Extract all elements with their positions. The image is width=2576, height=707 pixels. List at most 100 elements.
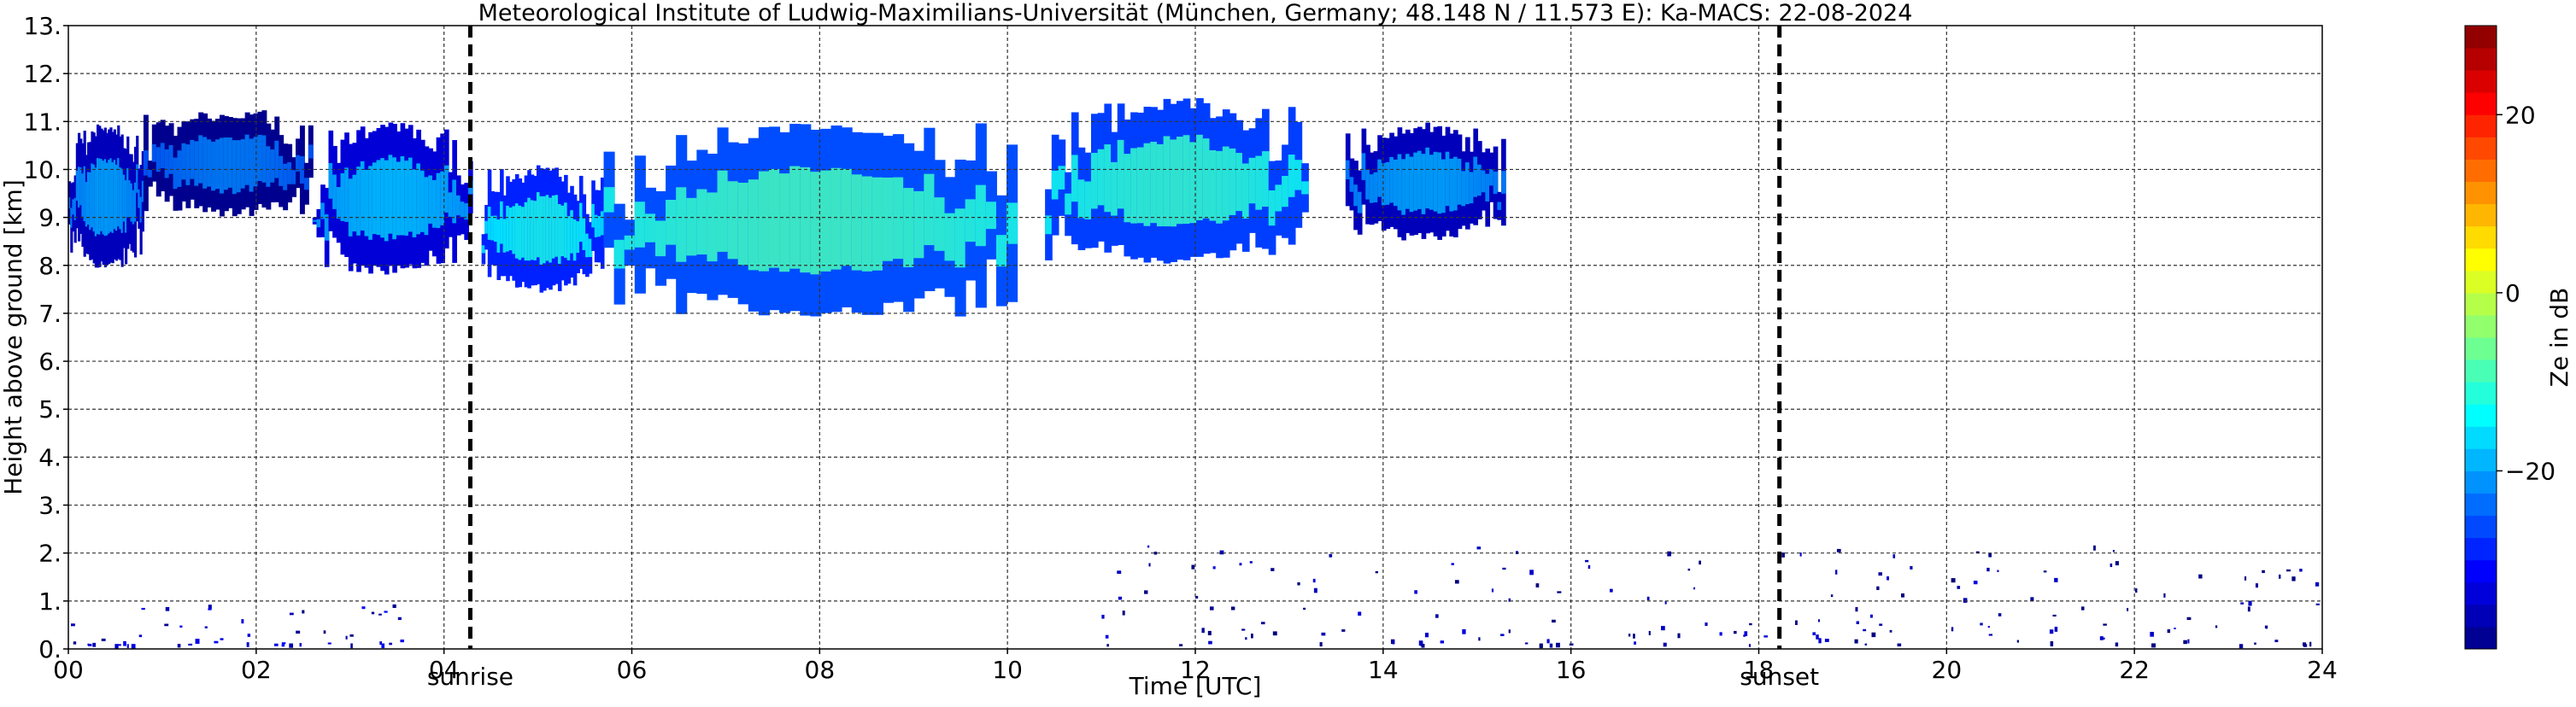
echo-core bbox=[1130, 148, 1138, 224]
echo-core bbox=[913, 190, 925, 259]
echo-speck bbox=[101, 638, 106, 641]
echo-speck bbox=[1628, 634, 1631, 637]
echo-speck bbox=[2127, 608, 2129, 611]
echo-core bbox=[1275, 184, 1283, 212]
echo-speck bbox=[1693, 587, 1696, 590]
echo-speck bbox=[1667, 551, 1672, 557]
echo-core bbox=[117, 158, 120, 227]
echo-core bbox=[138, 189, 141, 208]
echo-speck bbox=[2198, 574, 2203, 579]
echo-speck bbox=[1887, 576, 1889, 581]
echo-speck bbox=[299, 642, 302, 647]
echo-core bbox=[588, 238, 593, 258]
echo-speck bbox=[1749, 622, 1752, 626]
echo-core bbox=[190, 139, 196, 179]
echo-speck bbox=[1249, 561, 1253, 564]
echo-core bbox=[737, 182, 749, 266]
echo-speck bbox=[1230, 606, 1235, 611]
echo-core bbox=[727, 181, 739, 260]
echo-core bbox=[493, 215, 498, 242]
echo-speck bbox=[1375, 570, 1379, 574]
echo-core bbox=[164, 149, 170, 178]
echo-core bbox=[81, 173, 85, 217]
echo-speck bbox=[1341, 629, 1346, 632]
echo-speck bbox=[378, 613, 382, 616]
echo-core bbox=[779, 173, 791, 272]
echo-speck bbox=[1648, 630, 1651, 635]
echo-speck bbox=[1539, 643, 1543, 649]
y-tick-label: 11. bbox=[23, 108, 62, 136]
colorbar-band bbox=[2465, 559, 2497, 583]
echo-speck bbox=[131, 644, 136, 649]
echo-core bbox=[1369, 174, 1375, 203]
echo-core bbox=[173, 157, 179, 190]
echo-core bbox=[133, 182, 138, 222]
chart-title: Meteorological Institute of Ludwig-Maxim… bbox=[478, 0, 1913, 26]
y-tick-label: 12. bbox=[23, 60, 62, 88]
echo-core bbox=[557, 204, 562, 264]
echo-speck bbox=[1272, 631, 1277, 636]
echo-core bbox=[1433, 151, 1439, 212]
echo-core bbox=[585, 233, 590, 258]
echo-speck bbox=[1557, 591, 1562, 593]
echo-core bbox=[236, 140, 242, 193]
echo-core bbox=[487, 207, 492, 240]
echo-core bbox=[124, 180, 128, 233]
echo-core bbox=[128, 180, 132, 219]
echo-speck bbox=[2215, 625, 2218, 628]
echo-speck bbox=[1303, 607, 1306, 611]
echo-core bbox=[132, 190, 135, 225]
echo-core bbox=[1457, 158, 1463, 205]
echo-core bbox=[1413, 152, 1418, 211]
echo-speck bbox=[2103, 637, 2105, 640]
echo-core bbox=[312, 219, 318, 222]
echo-speck bbox=[2030, 597, 2034, 602]
echo-speck bbox=[1633, 634, 1635, 639]
echo-speck bbox=[1864, 643, 1868, 646]
echo-speck bbox=[1251, 634, 1253, 639]
echo-core bbox=[686, 197, 698, 256]
echo-speck bbox=[92, 642, 97, 647]
echo-speck bbox=[1241, 628, 1246, 631]
echo-core bbox=[1117, 139, 1125, 209]
y-tick-label: 5. bbox=[38, 395, 62, 424]
echo-core bbox=[1216, 150, 1223, 224]
echo-core bbox=[634, 202, 646, 248]
echo-core bbox=[109, 158, 113, 232]
y-tick-label: 13. bbox=[23, 12, 62, 40]
echo-speck bbox=[1855, 607, 1858, 612]
echo-speck bbox=[126, 644, 129, 649]
echo-speck bbox=[1556, 642, 1560, 648]
echo-core bbox=[291, 170, 296, 184]
echo-core bbox=[303, 178, 309, 190]
echo-core bbox=[376, 160, 382, 236]
echo-core bbox=[392, 157, 397, 240]
echo-core bbox=[1489, 169, 1494, 186]
echo-speck bbox=[1892, 554, 1896, 558]
echo-core bbox=[1156, 143, 1165, 227]
echo-speck bbox=[2135, 588, 2138, 593]
echo-speck bbox=[1148, 563, 1151, 567]
echo-core bbox=[440, 171, 445, 225]
echo-core bbox=[177, 150, 183, 187]
echo-speck bbox=[2244, 576, 2247, 581]
echo-speck bbox=[1208, 640, 1212, 645]
echo-speck bbox=[1424, 633, 1429, 638]
echo-speck bbox=[1587, 564, 1591, 570]
echo-core bbox=[122, 174, 126, 222]
echo-speck bbox=[392, 604, 396, 609]
echo-core bbox=[1282, 176, 1289, 207]
echo-speck bbox=[273, 643, 279, 646]
echo-core bbox=[261, 135, 267, 183]
echo-core bbox=[566, 216, 572, 260]
cloud-layer-0 bbox=[68, 124, 144, 268]
echo-speck bbox=[2255, 583, 2259, 588]
echo-core bbox=[1150, 142, 1158, 224]
echo-speck bbox=[1147, 545, 1150, 548]
echo-speck bbox=[1988, 634, 1993, 636]
echo-speck bbox=[1478, 637, 1481, 641]
echo-speck bbox=[1179, 644, 1183, 646]
echo-speck bbox=[1781, 552, 1785, 558]
echo-core bbox=[324, 214, 330, 241]
echo-speck bbox=[1535, 583, 1540, 587]
